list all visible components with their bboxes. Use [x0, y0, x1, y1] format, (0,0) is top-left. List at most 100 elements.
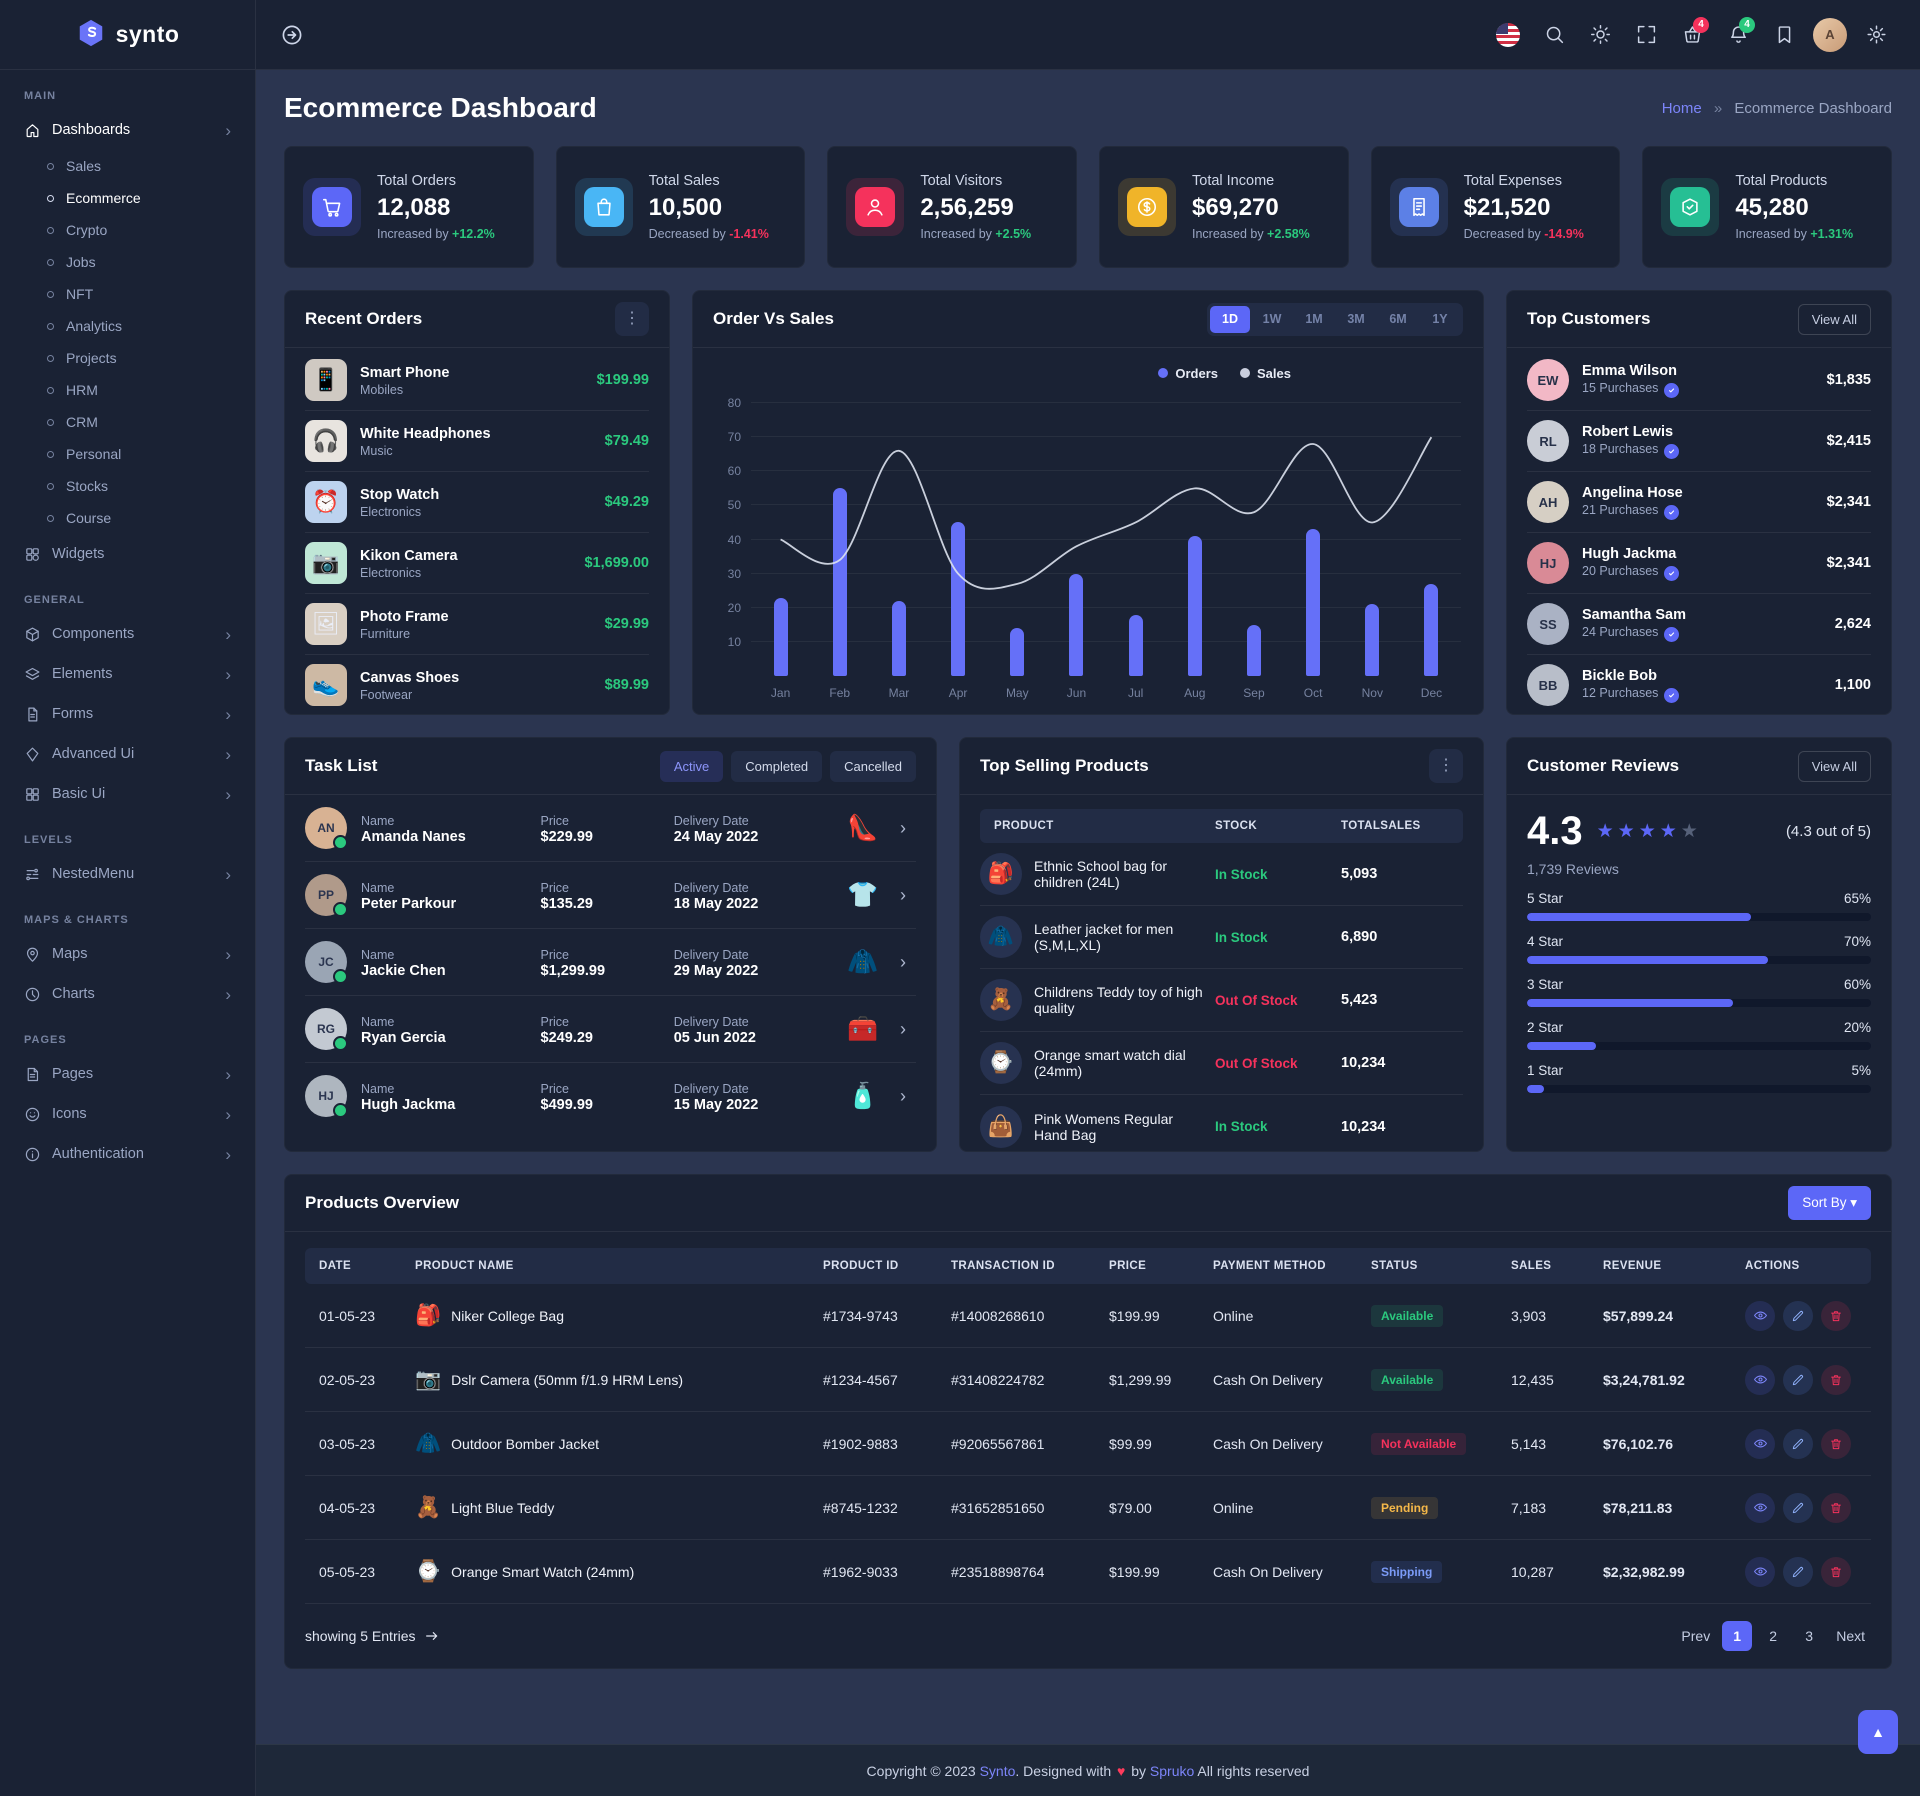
fullscreen-button[interactable]: [1626, 15, 1666, 55]
top-selling-row[interactable]: 🧥 Leather jacket for men (S,M,L,XL) In Sto…: [980, 906, 1463, 969]
brand-logo[interactable]: synto: [0, 0, 255, 70]
pagination-prev[interactable]: Prev: [1681, 1628, 1711, 1644]
tab-cancelled[interactable]: Cancelled: [830, 750, 916, 782]
range-button-1y[interactable]: 1Y: [1420, 306, 1460, 333]
task-row[interactable]: RG Name Ryan Gercia Price $249.29 Delivery Da…: [305, 996, 916, 1063]
sidebar-subitem-ecommerce[interactable]: Ecommerce: [0, 182, 255, 214]
task-row[interactable]: AN Name Amanda Nanes Price $229.99 Delivery D…: [305, 795, 916, 862]
customer-row[interactable]: RL Robert Lewis 18 Purchases $2,415: [1527, 411, 1871, 472]
chevron-right-icon[interactable]: ›: [900, 951, 906, 972]
table-row[interactable]: 03-05-23 🧥 Outdoor Bomber Jacket #1902-9883…: [305, 1412, 1871, 1476]
delete-button[interactable]: [1821, 1364, 1851, 1395]
sidebar-toggle-button[interactable]: [280, 23, 304, 47]
sidebar-subitem-projects[interactable]: Projects: [0, 342, 255, 374]
sidebar-item-widgets[interactable]: Widgets: [0, 534, 255, 574]
edit-button[interactable]: [1783, 1428, 1813, 1459]
delete-button[interactable]: [1821, 1556, 1851, 1587]
table-row[interactable]: 05-05-23 ⌚ Orange Smart Watch (24mm) #1962-…: [305, 1540, 1871, 1604]
edit-button[interactable]: [1783, 1556, 1813, 1587]
view-button[interactable]: [1745, 1556, 1775, 1587]
recent-order-row[interactable]: ⏰ Stop Watch Electronics $49.29: [305, 472, 649, 533]
sidebar-subitem-jobs[interactable]: Jobs: [0, 246, 255, 278]
table-row[interactable]: 02-05-23 📷 Dslr Camera (50mm f/1.9 HRM Len…: [305, 1348, 1871, 1412]
sidebar-subitem-personal[interactable]: Personal: [0, 438, 255, 470]
profile-button[interactable]: A: [1810, 15, 1850, 55]
sidebar-subitem-crypto[interactable]: Crypto: [0, 214, 255, 246]
task-row[interactable]: HJ Name Hugh Jackma Price $499.99 Delivery Da…: [305, 1063, 916, 1129]
sidebar-item-pages[interactable]: Pages ›: [0, 1054, 255, 1094]
recent-order-row[interactable]: 🖼 Photo Frame Furniture $29.99: [305, 594, 649, 655]
sidebar-item-dashboards[interactable]: Dashboards ›: [0, 110, 255, 150]
sidebar-item-charts[interactable]: Charts ›: [0, 974, 255, 1014]
sidebar-subitem-sales[interactable]: Sales: [0, 150, 255, 182]
sidebar-item-icons[interactable]: Icons ›: [0, 1094, 255, 1134]
settings-button[interactable]: [1856, 15, 1896, 55]
edit-button[interactable]: [1783, 1300, 1813, 1331]
language-flag-button[interactable]: [1488, 15, 1528, 55]
table-row[interactable]: 04-05-23 🧸 Light Blue Teddy #8745-1232 #3165…: [305, 1476, 1871, 1540]
tab-completed[interactable]: Completed: [731, 750, 823, 782]
range-button-6m[interactable]: 6M: [1378, 306, 1418, 333]
delete-button[interactable]: [1821, 1492, 1851, 1523]
bookmark-button[interactable]: [1764, 15, 1804, 55]
sidebar-item-forms[interactable]: Forms ›: [0, 694, 255, 734]
top-customers-view-all-button[interactable]: View All: [1797, 303, 1871, 335]
range-button-1w[interactable]: 1W: [1252, 306, 1292, 333]
table-row[interactable]: 01-05-23 🎒 Niker College Bag #1734-9743 #140…: [305, 1284, 1871, 1348]
theme-toggle-button[interactable]: [1580, 15, 1620, 55]
sidebar-subitem-nft[interactable]: NFT: [0, 278, 255, 310]
recent-order-row[interactable]: 📷 Kikon Camera Electronics $1,699.00: [305, 533, 649, 594]
sidebar-subitem-stocks[interactable]: Stocks: [0, 470, 255, 502]
range-button-1d[interactable]: 1D: [1210, 305, 1250, 333]
delete-button[interactable]: [1821, 1428, 1851, 1459]
sidebar-subitem-course[interactable]: Course: [0, 502, 255, 534]
edit-button[interactable]: [1783, 1492, 1813, 1523]
sidebar-item-nestedmenu[interactable]: NestedMenu ›: [0, 854, 255, 894]
chevron-right-icon[interactable]: ›: [900, 1018, 906, 1039]
recent-order-row[interactable]: 📱 Smart Phone Mobiles $199.99: [305, 350, 649, 411]
chevron-right-icon[interactable]: ›: [900, 1085, 906, 1106]
sidebar-subitem-hrm[interactable]: HRM: [0, 374, 255, 406]
view-button[interactable]: [1745, 1492, 1775, 1523]
sidebar-item-components[interactable]: Components ›: [0, 614, 255, 654]
cart-button[interactable]: 4: [1672, 15, 1712, 55]
sidebar-item-authentication[interactable]: Authentication ›: [0, 1134, 255, 1174]
customer-row[interactable]: BB Bickle Bob 12 Purchases 1,100: [1527, 655, 1871, 715]
sidebar-item-basic-ui[interactable]: Basic Ui ›: [0, 774, 255, 814]
edit-button[interactable]: [1783, 1364, 1813, 1395]
view-button[interactable]: [1745, 1364, 1775, 1395]
pagination-next[interactable]: Next: [1836, 1628, 1865, 1644]
sidebar-item-maps[interactable]: Maps ›: [0, 934, 255, 974]
view-button[interactable]: [1745, 1428, 1775, 1459]
delete-button[interactable]: [1821, 1300, 1851, 1331]
sort-by-button[interactable]: Sort By ▾: [1788, 1186, 1871, 1220]
top-selling-menu-button[interactable]: ⋮: [1429, 749, 1463, 783]
customer-row[interactable]: AH Angelina Hose 21 Purchases $2,341: [1527, 472, 1871, 533]
pagination-page-2[interactable]: 2: [1758, 1621, 1788, 1651]
task-row[interactable]: JC Name Jackie Chen Price $1,299.99 Delivery …: [305, 929, 916, 996]
scroll-to-top-button[interactable]: ▲: [1858, 1710, 1898, 1754]
top-selling-row[interactable]: 🧸 Childrens Teddy toy of high quality Out …: [980, 969, 1463, 1032]
tab-active[interactable]: Active: [659, 750, 724, 782]
top-selling-row[interactable]: 👜 Pink Womens Regular Hand Bag In Stock 10,…: [980, 1095, 1463, 1158]
footer-spruko-link[interactable]: Spruko: [1149, 1762, 1195, 1779]
reviews-view-all-button[interactable]: View All: [1797, 750, 1871, 782]
range-button-3m[interactable]: 3M: [1336, 306, 1376, 333]
sidebar-item-advanced-ui[interactable]: Advanced Ui ›: [0, 734, 255, 774]
top-selling-row[interactable]: ⌚ Orange smart watch dial (24mm) Out Of St…: [980, 1032, 1463, 1095]
breadcrumb-home-link[interactable]: Home: [1661, 99, 1702, 117]
top-selling-row[interactable]: 🎒 Ethnic School bag for children (24L) In …: [980, 843, 1463, 906]
sidebar-subitem-analytics[interactable]: Analytics: [0, 310, 255, 342]
recent-orders-menu-button[interactable]: ⋮: [615, 302, 649, 336]
customer-row[interactable]: HJ Hugh Jackma 20 Purchases $2,341: [1527, 533, 1871, 594]
recent-order-row[interactable]: 🎧 White Headphones Music $79.49: [305, 411, 649, 472]
customer-row[interactable]: EW Emma Wilson 15 Purchases $1,835: [1527, 350, 1871, 411]
chevron-right-icon[interactable]: ›: [900, 817, 906, 838]
recent-order-row[interactable]: 👟 Canvas Shoes Footwear $89.99: [305, 655, 649, 715]
pagination-page-1[interactable]: 1: [1722, 1621, 1753, 1651]
pagination-page-3[interactable]: 3: [1794, 1621, 1824, 1651]
search-button[interactable]: [1534, 15, 1574, 55]
footer-brand-link[interactable]: Synto: [979, 1762, 1016, 1779]
sidebar-subitem-crm[interactable]: CRM: [0, 406, 255, 438]
notifications-button[interactable]: 4: [1718, 15, 1758, 55]
